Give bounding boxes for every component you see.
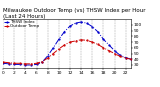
Line: THSW Index: THSW Index	[2, 21, 132, 66]
THSW Index	[69, 25, 71, 27]
THSW Index	[2, 63, 4, 64]
Outdoor Temp	[8, 62, 10, 63]
Outdoor Temp	[19, 63, 21, 64]
Outdoor Temp	[91, 42, 93, 43]
THSW Index	[114, 50, 116, 51]
Outdoor Temp	[80, 39, 82, 40]
Outdoor Temp	[69, 42, 71, 43]
THSW Index	[119, 55, 121, 56]
Outdoor Temp	[41, 61, 43, 62]
Outdoor Temp	[30, 63, 32, 64]
THSW Index	[47, 55, 49, 56]
THSW Index	[102, 39, 104, 40]
THSW Index	[108, 44, 110, 45]
Outdoor Temp	[114, 53, 116, 54]
Outdoor Temp	[47, 58, 49, 59]
Outdoor Temp	[125, 58, 127, 59]
Outdoor Temp	[102, 47, 104, 48]
THSW Index	[24, 64, 26, 66]
THSW Index	[97, 31, 99, 32]
THSW Index	[64, 31, 65, 32]
Outdoor Temp	[13, 63, 15, 64]
Outdoor Temp	[108, 50, 110, 51]
Outdoor Temp	[52, 53, 54, 54]
THSW Index	[19, 64, 21, 65]
THSW Index	[125, 57, 127, 58]
THSW Index	[8, 63, 10, 64]
Outdoor Temp	[119, 56, 121, 57]
THSW Index	[80, 21, 82, 23]
Outdoor Temp	[24, 63, 26, 64]
THSW Index	[30, 64, 32, 66]
THSW Index	[75, 23, 76, 24]
THSW Index	[86, 23, 88, 24]
Outdoor Temp	[97, 44, 99, 45]
THSW Index	[130, 59, 132, 60]
THSW Index	[41, 62, 43, 63]
Outdoor Temp	[2, 62, 4, 63]
Outdoor Temp	[58, 48, 60, 50]
THSW Index	[58, 39, 60, 40]
Line: Outdoor Temp: Outdoor Temp	[2, 39, 132, 65]
THSW Index	[52, 47, 54, 48]
THSW Index	[91, 26, 93, 27]
Outdoor Temp	[86, 40, 88, 41]
Outdoor Temp	[64, 44, 65, 45]
THSW Index	[13, 64, 15, 65]
Outdoor Temp	[130, 59, 132, 60]
Outdoor Temp	[75, 40, 76, 41]
Outdoor Temp	[36, 63, 38, 64]
Text: Milwaukee Outdoor Temp (vs) THSW Index per Hour (Last 24 Hours): Milwaukee Outdoor Temp (vs) THSW Index p…	[3, 8, 146, 19]
THSW Index	[36, 64, 38, 65]
Legend: THSW Index, Outdoor Temp: THSW Index, Outdoor Temp	[4, 20, 40, 29]
